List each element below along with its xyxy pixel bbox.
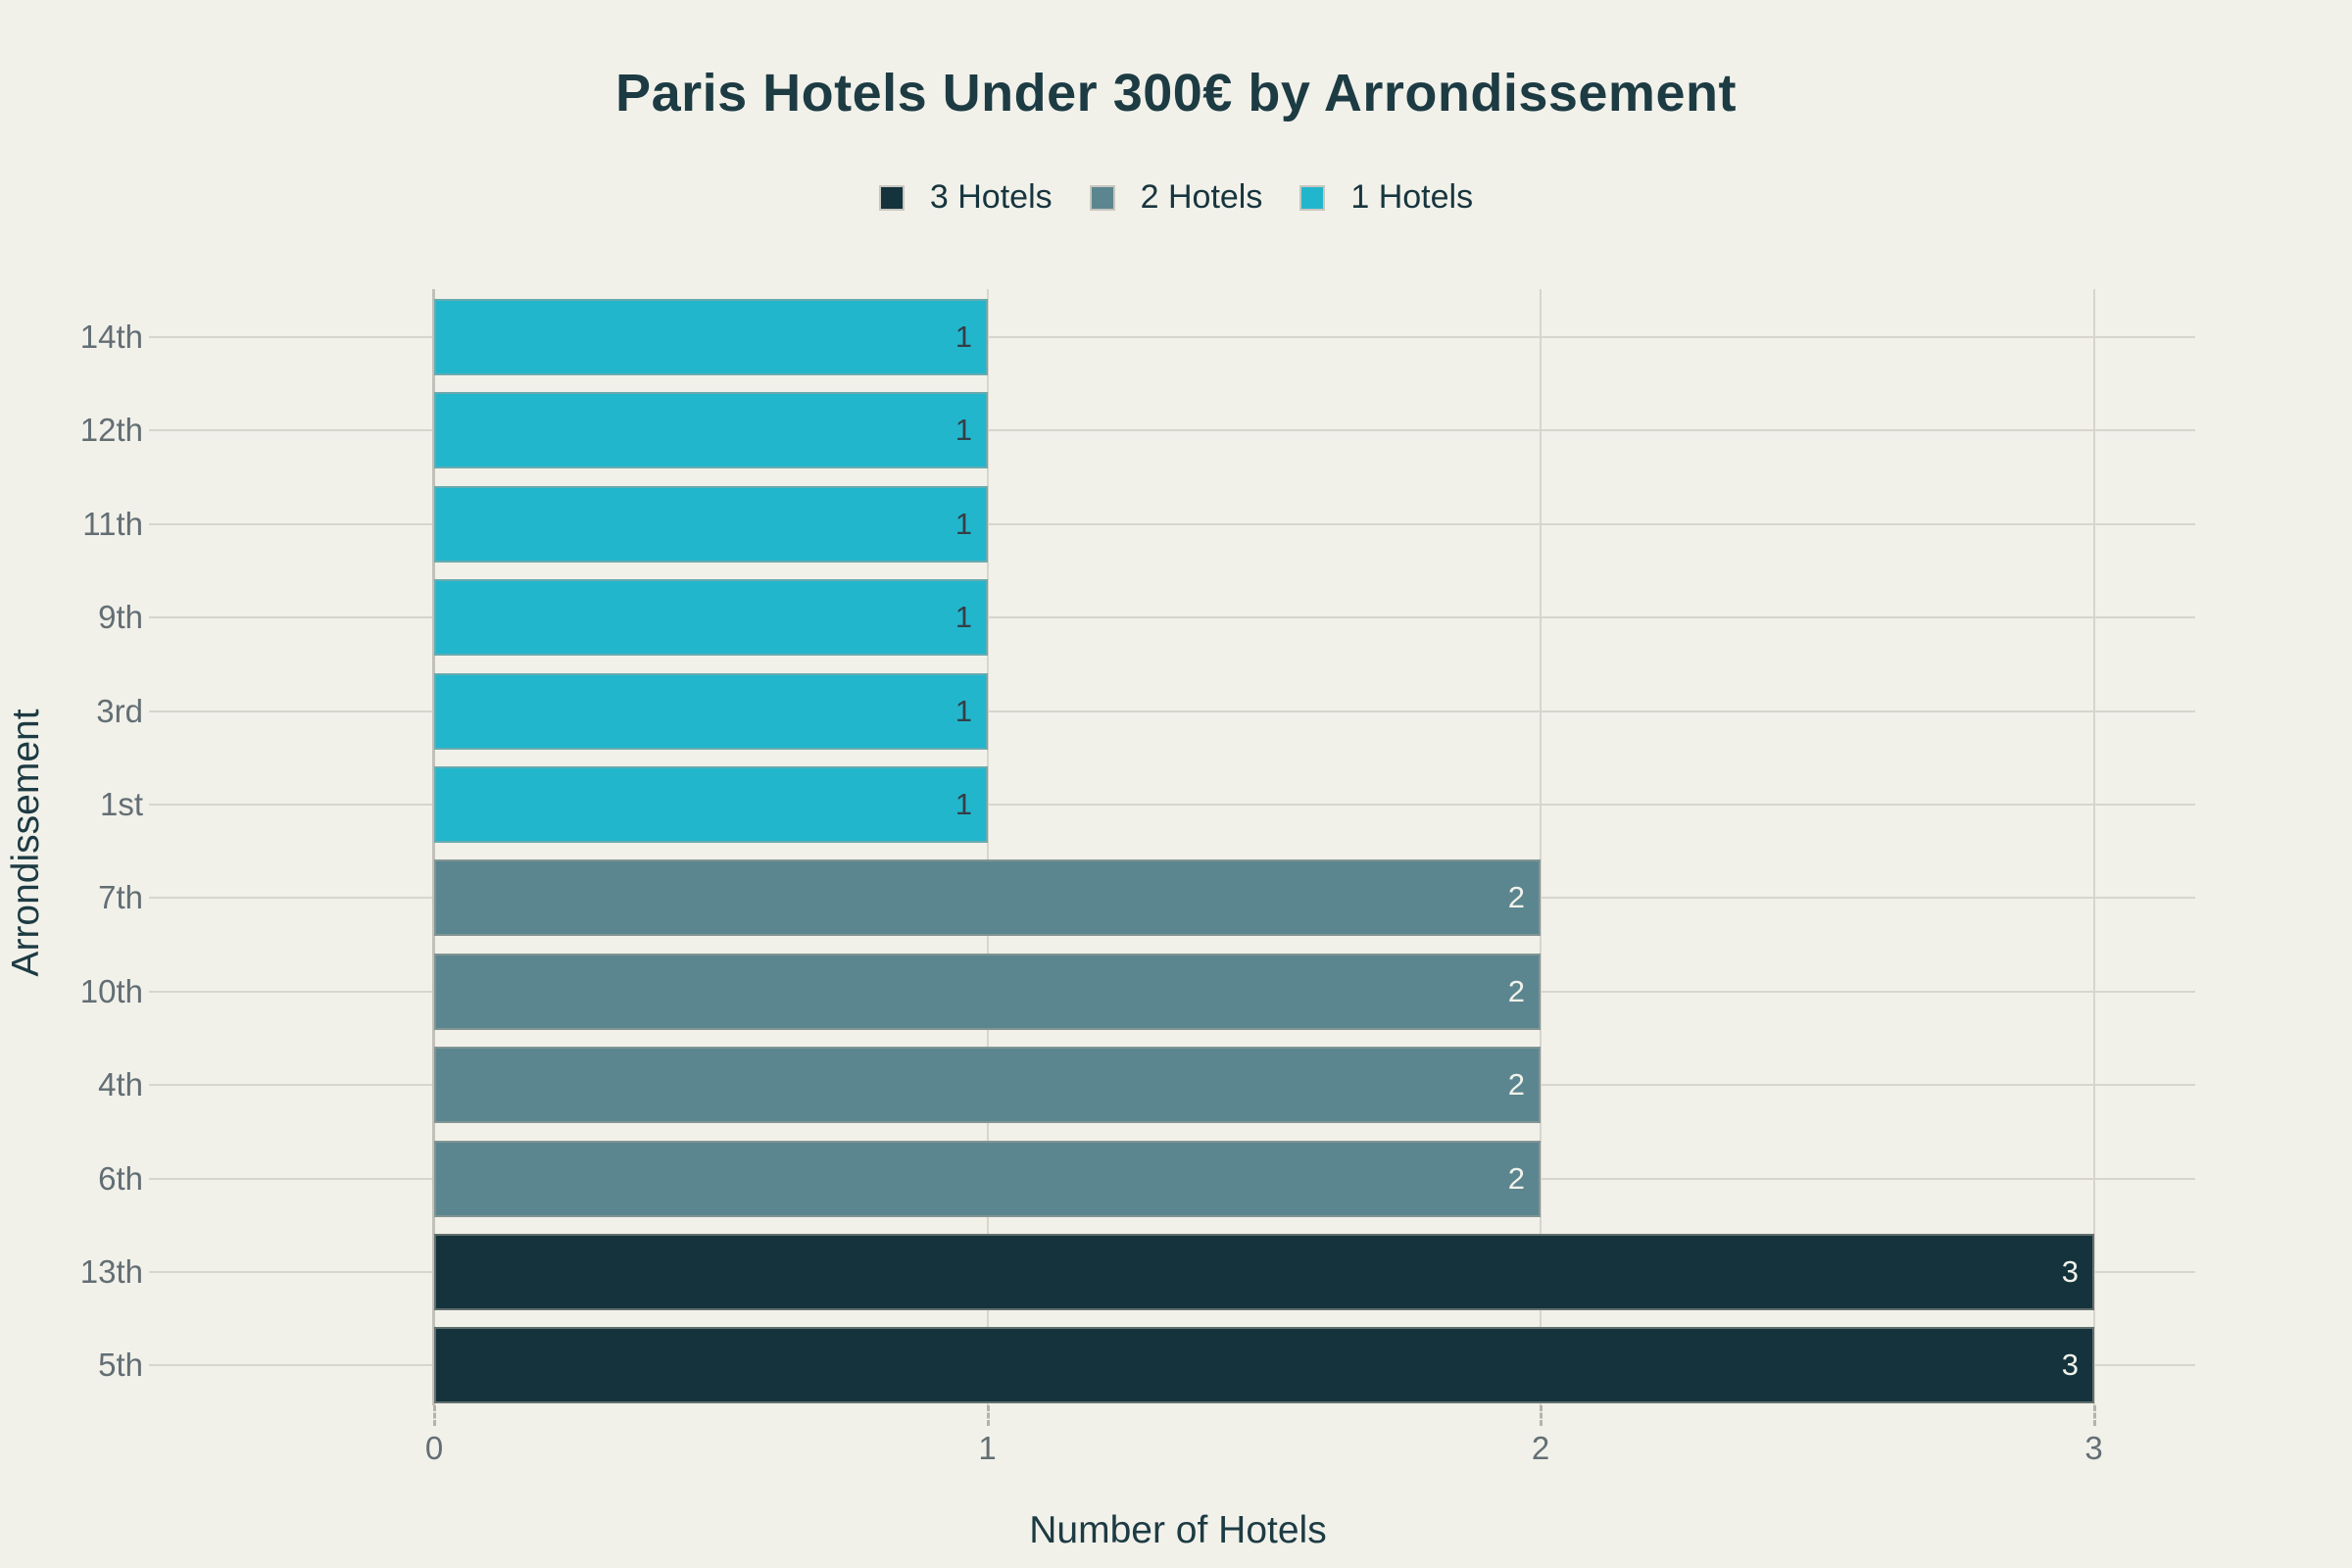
y-axis-line [432, 289, 435, 1405]
y-tick-label-4th: 4th [98, 1066, 143, 1103]
bar-5th [434, 1327, 2094, 1403]
legend-item-2-hotels[interactable]: 2 Hotels [1089, 178, 1263, 217]
x-tick-mark [986, 1405, 990, 1426]
y-gridline [149, 710, 2195, 712]
bar-value-label: 1 [955, 413, 972, 448]
bar-value-label: 3 [2061, 1254, 2079, 1289]
y-tick-label-14th: 14th [79, 318, 143, 355]
x-gridline [1540, 289, 1542, 1405]
x-tick-label: 3 [2084, 1430, 2103, 1466]
y-gridline [149, 522, 2195, 525]
x-tick-label: 1 [978, 1430, 997, 1466]
x-gridline [986, 289, 989, 1405]
bar-value-label: 1 [955, 600, 972, 635]
bar-10th [434, 954, 1541, 1030]
chart-title: Paris Hotels Under 300€ by Arrondissemen… [615, 64, 1737, 122]
legend: 3 Hotels 2 Hotels 1 Hotels [0, 178, 2352, 217]
bar-9th [434, 579, 988, 656]
x-tick-mark [433, 1405, 436, 1426]
bar-value-label: 1 [955, 693, 972, 728]
y-tick-label-11th: 11th [82, 505, 143, 542]
bar-value-label: 1 [955, 319, 972, 354]
y-tick-label-7th: 7th [98, 879, 143, 916]
y-tick-label-12th: 12th [79, 412, 143, 449]
bar-value-label: 2 [1507, 880, 1525, 915]
legend-item-label: 3 Hotels [929, 178, 1053, 216]
bar-6th [434, 1141, 1541, 1217]
y-tick-label-6th: 6th [98, 1159, 143, 1197]
y-tick-label-5th: 5th [98, 1347, 143, 1384]
x-axis-title: Number of Hotels [1029, 1509, 1327, 1551]
x-tick-label: 2 [1531, 1430, 1550, 1466]
y-tick-label-10th: 10th [79, 972, 143, 1009]
legend-item-label: 2 Hotels [1140, 178, 1263, 216]
y-gridline [149, 429, 2195, 432]
y-tick-label-1st: 1st [99, 786, 143, 822]
bar-1st [434, 766, 988, 843]
bar-12th [434, 392, 988, 468]
bar-value-label: 1 [955, 506, 972, 541]
legend-item-label: 1 Hotels [1350, 178, 1474, 216]
y-tick-label-3rd: 3rd [96, 692, 143, 729]
y-tick-label-13th: 13th [79, 1253, 143, 1290]
legend-item-1-hotels[interactable]: 1 Hotels [1299, 178, 1473, 217]
legend-swatch-icon [1089, 184, 1115, 211]
y-tick-label-9th: 9th [98, 599, 143, 636]
bar-13th [434, 1234, 2094, 1310]
bar-value-label: 1 [955, 787, 972, 821]
bar-7th [434, 859, 1541, 936]
y-gridline [149, 336, 2195, 338]
legend-swatch-icon [1299, 184, 1326, 211]
bar-value-label: 3 [2061, 1348, 2079, 1383]
bar-value-label: 2 [1507, 973, 1525, 1008]
bar-3rd [434, 673, 988, 750]
y-gridline [149, 804, 2195, 806]
bar-value-label: 2 [1507, 1067, 1525, 1102]
bar-14th [434, 299, 988, 375]
x-tick-mark [2092, 1405, 2096, 1426]
y-gridline [149, 616, 2195, 619]
bar-value-label: 2 [1507, 1160, 1525, 1196]
bar-11th [434, 486, 988, 563]
bar-4th [434, 1047, 1541, 1123]
x-tick-mark [1540, 1405, 1543, 1426]
legend-swatch-icon [878, 184, 905, 211]
x-gridline [2092, 289, 2095, 1405]
legend-item-3-hotels[interactable]: 3 Hotels [878, 178, 1053, 217]
x-tick-label: 0 [424, 1430, 444, 1466]
